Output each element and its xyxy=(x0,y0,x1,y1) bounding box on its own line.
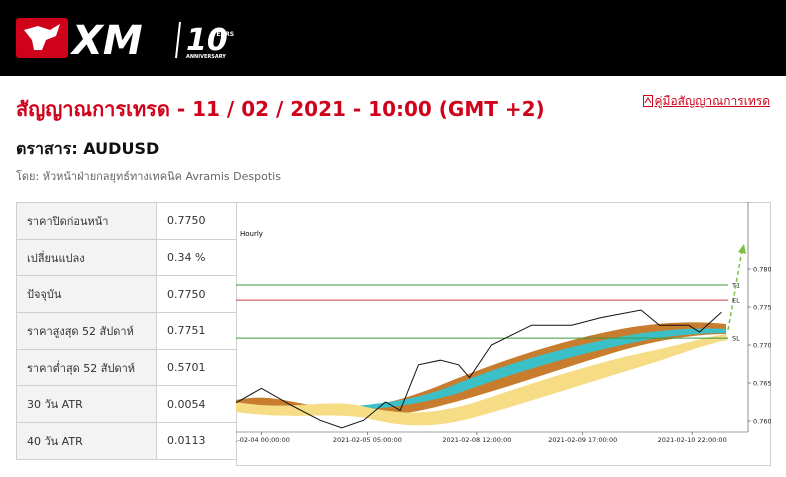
header: XM 10 YEARS ANNIVERSARY xyxy=(0,0,786,76)
badge-text: YEARS xyxy=(211,31,234,38)
pdf-icon xyxy=(642,95,653,107)
annotation: Hourly xyxy=(240,230,263,238)
row-label: 30 วัน ATR xyxy=(16,385,157,424)
table-row: 30 วัน ATR 0.0054 xyxy=(16,385,237,424)
row-value: 0.5701 xyxy=(156,348,237,387)
divider xyxy=(175,21,181,59)
author: โดย: หัวหน้าฝ่ายกลยุทธ์ทางเทคนิค Avramis… xyxy=(16,170,281,183)
page-title: สัญญาณการเทรด - 11 / 02 / 2021 - 10:00 (… xyxy=(16,97,545,121)
table-row: ราคาสูงสุด 52 สัปดาห์ 0.7751 xyxy=(16,312,237,350)
guide-text[interactable]: คู่มือสัญญาณการเทรด xyxy=(654,94,771,108)
table-row: เปลี่ยนแปลง 0.34 % xyxy=(16,238,237,277)
logo-bull xyxy=(24,24,60,50)
guide-link[interactable]: คู่มือสัญญาณการเทรด xyxy=(642,92,771,111)
table-row: 40 วัน ATR 0.0113 xyxy=(16,422,237,460)
logo-text: XM xyxy=(69,18,143,64)
level-label: T1 xyxy=(731,281,740,289)
table-row: ปัจจุบัน 0.7750 xyxy=(16,275,237,314)
row-label: เปลี่ยนแปลง xyxy=(16,238,157,277)
x-tick-label: 2021-02-05 05:00:00 xyxy=(333,436,402,444)
level-label: EL xyxy=(732,297,740,305)
row-value: 0.34 % xyxy=(156,238,237,277)
row-value: 0.7750 xyxy=(156,275,237,314)
row-label: ราคาปิดก่อนหน้า xyxy=(16,202,157,240)
x-tick-label: 2021-02-09 17:00:00 xyxy=(548,436,617,444)
stats-table: ราคาปิดก่อนหน้า 0.7750 เปลี่ยนแปลง 0.34 % ปั… xyxy=(16,202,237,460)
row-value: 0.7750 xyxy=(156,202,237,240)
badge-sub: ANNIVERSARY xyxy=(186,54,226,60)
arrow-head xyxy=(738,244,746,254)
table-row: ราคาต่ำสุด 52 สัปดาห์ 0.5701 xyxy=(16,348,237,387)
band-inner xyxy=(356,328,726,410)
y-tick-label: 0.7750 xyxy=(753,304,771,312)
row-label: ราคาต่ำสุด 52 สัปดาห์ xyxy=(16,348,157,387)
table-row: ราคาปิดก่อนหน้า 0.7750 xyxy=(16,202,237,240)
level-label: SL xyxy=(732,335,740,343)
x-tick-label: 1-02-04 00:00:00 xyxy=(236,436,290,444)
row-label: ราคาสูงสุด 52 สัปดาห์ xyxy=(16,312,157,350)
row-label: ปัจจุบัน xyxy=(16,275,157,314)
band-yellow xyxy=(236,334,728,426)
instrument: ตราสาร: AUDUSD xyxy=(16,139,160,158)
row-label: 40 วัน ATR xyxy=(16,422,157,460)
price-line xyxy=(236,309,722,429)
logo: XM 10 YEARS ANNIVERSARY xyxy=(16,18,234,64)
badge: 10 xyxy=(186,23,228,58)
row-value: 0.0113 xyxy=(156,422,237,460)
row-value: 0.0054 xyxy=(156,385,237,424)
row-value: 0.7751 xyxy=(156,312,237,350)
y-tick-label: 0.7600 xyxy=(753,418,771,426)
x-tick-label: 2021-02-10 22:00:00 xyxy=(658,436,727,444)
x-tick-label: 2021-02-08 12:00:00 xyxy=(442,436,511,444)
